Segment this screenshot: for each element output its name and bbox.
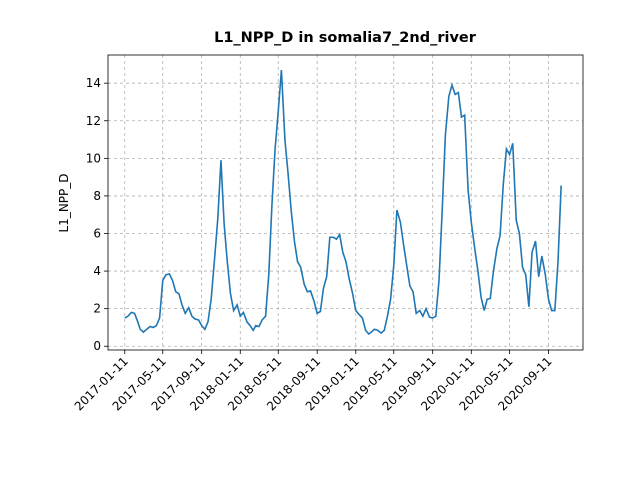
y-tick-label: 8 bbox=[93, 189, 101, 203]
chart-title: L1_NPP_D in somalia7_2nd_river bbox=[214, 30, 477, 46]
y-tick-label: 0 bbox=[93, 339, 101, 353]
y-tick-label: 14 bbox=[86, 76, 101, 90]
y-tick-label: 10 bbox=[86, 151, 101, 165]
y-tick-label: 2 bbox=[93, 302, 101, 316]
y-tick-label: 4 bbox=[93, 264, 101, 278]
y-axis-label: L1_NPP_D bbox=[57, 173, 71, 232]
y-tick-label: 12 bbox=[86, 114, 101, 128]
line-series bbox=[124, 69, 562, 336]
plot-frame bbox=[107, 54, 584, 351]
y-tick-label: 6 bbox=[93, 227, 101, 241]
